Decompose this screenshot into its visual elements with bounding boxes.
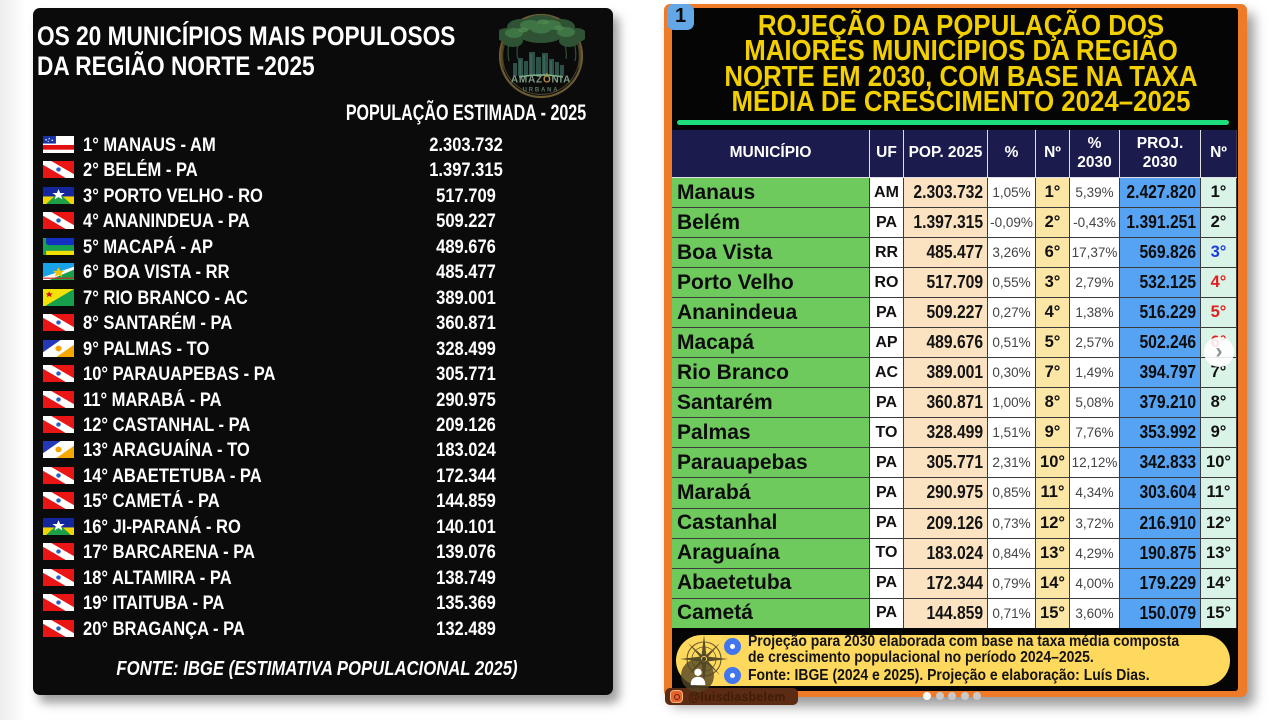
- svg-text:URBANA: URBANA: [523, 88, 560, 94]
- svg-text:AMAZÔNIA: AMAZÔNIA: [511, 73, 571, 86]
